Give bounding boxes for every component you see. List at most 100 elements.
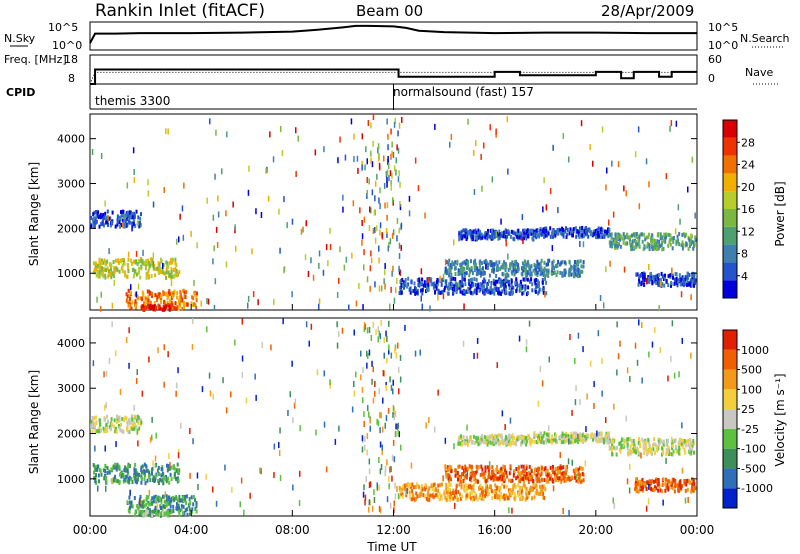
power-panel-cell [643, 282, 646, 287]
power-panel-cell [530, 277, 533, 282]
velocity-panel-speckle [366, 350, 368, 357]
velocity-panel-cell [594, 437, 597, 442]
velocity-panel-cell [97, 473, 100, 478]
velocity-panel-speckle [255, 394, 257, 401]
power-panel-cell [536, 259, 539, 264]
power-panel-cell [689, 282, 692, 287]
velocity-panel-cell [410, 497, 413, 502]
power-panel-speckle [370, 122, 372, 129]
velocity-panel-cell [548, 436, 551, 441]
velocity-panel-cell [457, 490, 460, 494]
velocity-panel-cell [486, 478, 489, 483]
velocity-panel-cell [423, 486, 426, 491]
power-panel-cell [686, 279, 689, 284]
velocity-panel-cell [156, 468, 159, 473]
velocity-panel-cell [464, 474, 467, 479]
power-panel-cell [616, 233, 619, 238]
power-panel-cell [470, 265, 473, 270]
power-panel-cell [579, 259, 582, 264]
power-panel-speckle [398, 265, 400, 272]
power-panel-cell [106, 219, 109, 224]
power-panel-speckle [133, 177, 136, 184]
power-panel-cell [470, 259, 472, 264]
velocity-panel-cell [492, 441, 495, 445]
power-panel-cell [171, 303, 174, 307]
velocity-panel-cell [165, 503, 168, 508]
velocity-panel-cell [94, 467, 97, 472]
power-panel-speckle [391, 232, 394, 239]
velocity-panel-speckle [205, 473, 207, 480]
velocity-panel-speckle [386, 459, 388, 466]
velocity-panel-speckle [571, 459, 573, 466]
power-panel-speckle [467, 118, 469, 125]
velocity-panel-cell [440, 496, 443, 501]
power-panel-cell [401, 277, 404, 282]
velocity-panel-cell [683, 479, 686, 483]
power-panel-speckle [385, 228, 388, 234]
velocity-panel-speckle [282, 318, 284, 325]
velocity-panel-speckle [597, 330, 600, 337]
velocity-panel-cell [561, 433, 564, 438]
velocity-panel-cell [543, 431, 546, 436]
power-panel-speckle [314, 149, 317, 156]
power-panel-speckle [126, 182, 129, 189]
velocity-panel-speckle [670, 436, 673, 443]
power-panel-cell [631, 244, 634, 249]
velocity-panel-cell [671, 486, 674, 491]
velocity-panel-cell [123, 468, 126, 473]
velocity-panel-speckle [673, 372, 676, 379]
velocity-panel-speckle [364, 436, 366, 442]
velocity-panel-speckle [135, 377, 138, 384]
velocity-panel-cell [585, 433, 588, 438]
velocity-panel-cell [157, 498, 160, 503]
velocity-panel-cell [600, 431, 603, 436]
power-panel-colorbar-tick-label: 4 [741, 270, 748, 283]
power-panel-speckle [480, 153, 482, 160]
cpid-label: CPID [6, 86, 35, 99]
power-panel-cell [543, 234, 546, 239]
power-panel-cell [468, 289, 471, 294]
power-panel-speckle [339, 246, 341, 253]
velocity-panel-cell [472, 495, 475, 500]
velocity-panel-cell [503, 496, 506, 501]
power-panel-speckle [273, 298, 275, 305]
power-panel-cell [669, 237, 672, 242]
power-panel-speckle [454, 286, 457, 293]
velocity-panel-cell [140, 504, 143, 509]
power-panel-cell [106, 259, 109, 264]
power-panel-cell [492, 269, 495, 274]
velocity-panel-speckle [613, 502, 616, 509]
velocity-panel-speckle [189, 472, 191, 479]
power-panel-speckle [669, 125, 671, 132]
power-panel-cell [662, 246, 665, 251]
power-panel-cell [158, 305, 161, 310]
velocity-panel-cell [466, 442, 469, 447]
velocity-panel-speckle [386, 496, 389, 503]
power-panel-cell [541, 271, 544, 276]
velocity-panel-cell [527, 471, 530, 475]
power-panel-cell [145, 262, 148, 267]
velocity-panel-cell [661, 452, 663, 457]
power-panel-speckle [215, 226, 218, 233]
velocity-panel-speckle [670, 355, 672, 362]
power-panel-cell [501, 263, 504, 267]
power-panel-cell [504, 283, 507, 288]
velocity-panel-cell [514, 440, 517, 445]
velocity-panel-speckle [677, 482, 679, 489]
velocity-panel-speckle [259, 467, 261, 474]
power-panel-cell [516, 234, 519, 239]
power-panel-cell [543, 266, 546, 271]
power-panel-cell [560, 231, 563, 235]
velocity-panel-speckle [375, 329, 377, 336]
power-panel-cell [464, 261, 467, 266]
power-panel-speckle [122, 222, 124, 229]
velocity-panel-cell [518, 489, 521, 494]
velocity-panel-cell [124, 415, 127, 420]
power-panel-cell [529, 271, 532, 276]
power-panel-cell [493, 262, 496, 267]
velocity-panel-speckle [169, 462, 171, 469]
power-panel-cell [182, 288, 185, 293]
power-panel-cell [121, 218, 124, 223]
power-panel-cell [141, 258, 144, 263]
power-panel-cell [421, 277, 424, 282]
